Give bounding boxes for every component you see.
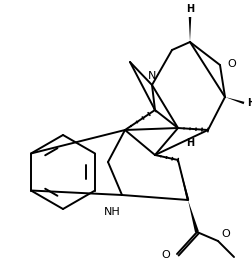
- Polygon shape: [178, 160, 189, 200]
- Text: O: O: [227, 59, 236, 69]
- Text: NH: NH: [104, 207, 120, 217]
- Text: H: H: [247, 98, 252, 108]
- Text: O: O: [221, 229, 230, 239]
- Text: O: O: [161, 250, 170, 260]
- Polygon shape: [188, 200, 199, 233]
- Text: H: H: [186, 4, 194, 14]
- Text: N: N: [148, 71, 156, 81]
- Polygon shape: [189, 17, 191, 42]
- Text: H: H: [186, 138, 194, 148]
- Polygon shape: [225, 97, 244, 104]
